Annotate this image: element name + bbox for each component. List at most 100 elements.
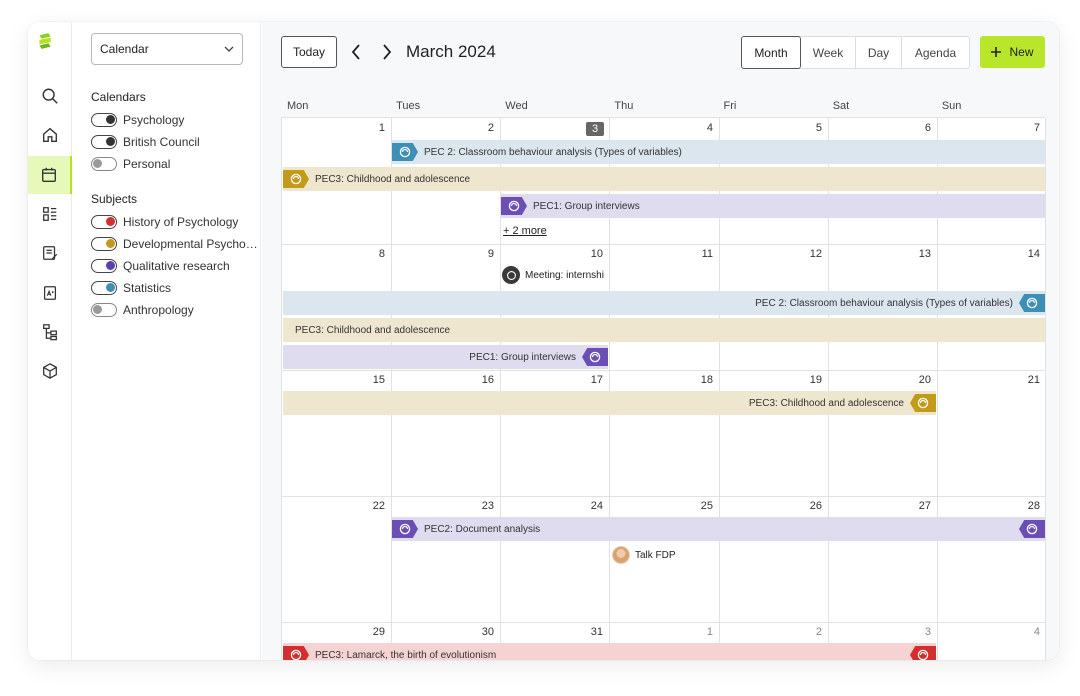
subject-toggle[interactable] — [91, 237, 117, 251]
calendar-toggle[interactable] — [91, 135, 117, 149]
chevron-right-icon[interactable] — [377, 42, 397, 62]
subject-toggle[interactable] — [91, 259, 117, 273]
new-event-button[interactable]: New — [980, 36, 1045, 68]
today-button[interactable]: Today — [281, 36, 337, 68]
day-number[interactable]: 25 — [700, 500, 713, 512]
day-number[interactable]: 2 — [815, 626, 822, 638]
day-number[interactable]: 11 — [701, 248, 713, 260]
tab-day[interactable]: Day — [856, 37, 902, 68]
toggle-knob — [93, 305, 102, 314]
grid-column-divider — [1045, 118, 1046, 660]
day-number[interactable]: 20 — [918, 374, 931, 386]
event-statistics[interactable]: PEC 2: Classroom behaviour analysis (Typ… — [392, 140, 1045, 164]
day-number[interactable]: 4 — [1033, 626, 1040, 638]
event-developmental[interactable]: PEC3: Childhood and adolescence — [283, 391, 936, 415]
day-number[interactable]: 28 — [1027, 500, 1040, 512]
package-icon[interactable] — [28, 352, 72, 390]
day-number[interactable]: 23 — [481, 500, 494, 512]
app-logo-icon[interactable] — [36, 32, 64, 64]
event-qualitative[interactable]: PEC1: Group interviews — [283, 345, 608, 369]
toggle-knob — [106, 239, 115, 248]
day-number[interactable]: 16 — [481, 374, 494, 386]
day-number[interactable]: 7 — [1033, 122, 1040, 134]
calendar-toggle-row[interactable]: British Council — [91, 132, 200, 152]
day-number[interactable]: 31 — [590, 626, 603, 638]
day-number[interactable]: 1 — [378, 122, 385, 134]
app-window: Calendar Calendars Psychology British Cou… — [28, 22, 1059, 660]
subject-toggle[interactable] — [91, 303, 117, 317]
day-number[interactable]: 12 — [809, 248, 822, 260]
subject-label: Anthropology — [123, 303, 194, 317]
more-events-link[interactable]: + 2 more — [503, 225, 547, 237]
day-number[interactable]: 6 — [924, 122, 931, 134]
tab-month[interactable]: Month — [741, 36, 801, 69]
event-history[interactable]: PEC3: Lamarck, the birth of evolutionism — [283, 643, 936, 660]
calendar-select[interactable]: Calendar — [91, 33, 243, 65]
day-number[interactable]: 8 — [378, 248, 385, 260]
calendar-toggle[interactable] — [91, 113, 117, 127]
day-number[interactable]: 21 — [1027, 374, 1040, 386]
subject-label: History of Psychology — [123, 215, 239, 229]
subject-toggle-row[interactable]: Statistics — [91, 278, 171, 298]
day-number[interactable]: 27 — [918, 500, 931, 512]
hierarchy-icon[interactable] — [28, 313, 72, 351]
calendar-label: Personal — [123, 157, 171, 171]
day-number[interactable]: 15 — [372, 374, 385, 386]
event-label: PEC2: Document analysis — [424, 523, 541, 535]
calendar-toggle-row[interactable]: Psychology — [91, 110, 184, 130]
day-number[interactable]: 3 — [924, 626, 931, 638]
grades-icon[interactable] — [28, 274, 72, 312]
day-number[interactable]: 13 — [918, 248, 931, 260]
calendar-icon[interactable] — [28, 156, 72, 194]
page-title: March 2024 — [406, 42, 496, 61]
subject-toggle-row[interactable]: Anthropology — [91, 300, 194, 320]
day-number[interactable]: 2 — [487, 122, 494, 134]
subject-label: Statistics — [123, 281, 172, 295]
event-label: PEC3: Lamarck, the birth of evolutionism — [315, 649, 497, 661]
day-number[interactable]: 4 — [706, 122, 713, 134]
event-developmental[interactable]: PEC3: Childhood and adolescence — [283, 167, 1045, 191]
event-label: PEC3: Childhood and adolescence — [315, 173, 471, 185]
day-number[interactable]: 9 — [487, 248, 494, 260]
day-number[interactable]: 14 — [1027, 248, 1040, 260]
event-qualitative[interactable]: PEC2: Document analysis — [392, 517, 1045, 541]
subject-toggle-row[interactable]: History of Psychology — [91, 212, 238, 232]
toggle-knob — [106, 261, 115, 270]
subject-toggle-row[interactable]: Qualitative research — [91, 256, 230, 276]
event-qualitative[interactable]: PEC1: Group interviews — [501, 194, 1045, 218]
subject-toggle[interactable] — [91, 215, 117, 229]
event-meeting[interactable]: Meeting: internshi — [502, 264, 608, 286]
day-number[interactable]: 29 — [372, 626, 385, 638]
subject-toggle-row[interactable]: Developmental Psycho… — [91, 234, 258, 254]
tab-agenda[interactable]: Agenda — [914, 45, 957, 60]
day-number[interactable]: 24 — [590, 500, 603, 512]
day-number[interactable]: 17 — [590, 374, 603, 386]
tab-week[interactable]: Week — [801, 37, 856, 68]
event-label: Meeting: internshi — [525, 269, 604, 281]
day-number[interactable]: 1 — [706, 626, 713, 638]
calendar-toggle-row[interactable]: Personal — [91, 154, 170, 174]
subjects-heading: Subjects — [91, 192, 138, 206]
subject-toggle[interactable] — [91, 281, 117, 295]
day-number[interactable]: 26 — [809, 500, 822, 512]
dashboard-icon[interactable] — [28, 195, 72, 233]
event-label: PEC1: Group interviews — [469, 351, 576, 363]
chevron-left-icon[interactable] — [346, 42, 366, 62]
day-number[interactable]: 19 — [809, 374, 822, 386]
home-icon[interactable] — [28, 116, 72, 154]
event-statistics[interactable]: PEC 2: Classroom behaviour analysis (Typ… — [283, 291, 1045, 315]
search-icon[interactable] — [28, 77, 72, 115]
event-label: Talk FDP — [635, 549, 676, 561]
grid-column-divider — [391, 118, 392, 660]
day-number[interactable]: 22 — [372, 500, 385, 512]
assignments-icon[interactable] — [28, 234, 72, 272]
day-number[interactable]: 3 — [586, 122, 604, 136]
event-talk[interactable]: Talk FDP — [612, 544, 715, 566]
day-number[interactable]: 18 — [700, 374, 713, 386]
event-developmental[interactable]: PEC3: Childhood and adolescence — [283, 318, 1045, 342]
day-number[interactable]: 30 — [481, 626, 494, 638]
calendar-toggle[interactable] — [91, 157, 117, 171]
grid-column-divider — [719, 118, 720, 660]
day-number[interactable]: 10 — [590, 248, 603, 260]
day-number[interactable]: 5 — [815, 122, 822, 134]
